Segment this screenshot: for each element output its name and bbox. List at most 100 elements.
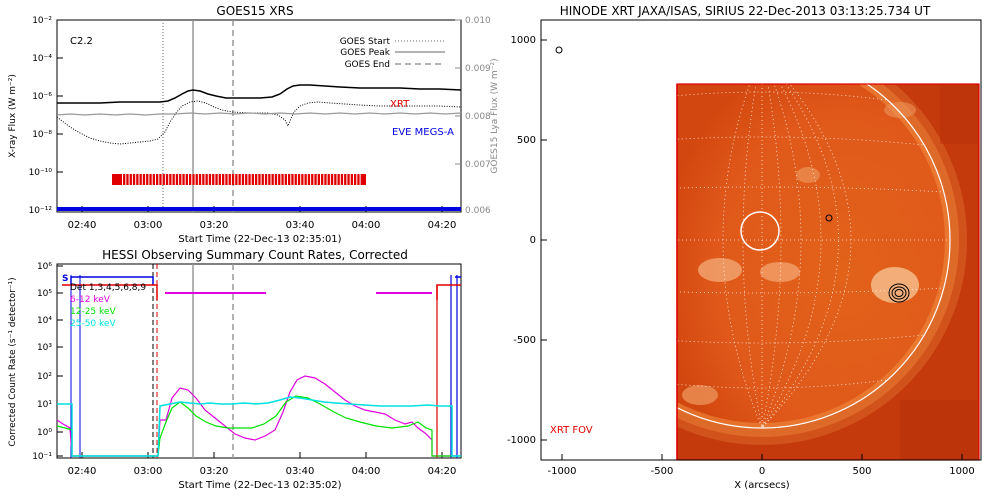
goes-xtick: 04:20 xyxy=(428,220,457,231)
xrt-exposure-gap xyxy=(128,174,130,185)
xrt-yaxis: 1000 500 0 -500 -1000 xyxy=(507,35,547,446)
goes-xtick: 03:20 xyxy=(200,220,229,231)
xrt-xtick: 1000 xyxy=(949,466,974,477)
xrt-exposure-gap xyxy=(178,174,180,185)
hessi-ytick: 10⁴ xyxy=(37,316,52,326)
xrt-exposure-gap xyxy=(349,174,351,185)
goes-class-label: C2.2 xyxy=(70,36,93,47)
xrt-exposure-gap xyxy=(244,174,246,185)
hessi-plot-frame xyxy=(56,263,462,459)
goes-xtick: 04:00 xyxy=(352,220,381,231)
xrt-exposure-gap xyxy=(194,174,196,185)
xrt-exposure-gap xyxy=(293,174,295,185)
xrt-exposure-gap xyxy=(214,174,216,185)
xrt-small-circle-marker xyxy=(555,46,563,54)
goes-xtick: 03:40 xyxy=(286,220,315,231)
xrt-exposure-gap xyxy=(343,174,345,185)
xrt-exposure-gap xyxy=(211,174,213,185)
hessi-band-label-2: 25-50 keV xyxy=(70,319,116,329)
xrt-exposure-gap xyxy=(204,174,206,185)
goes-ytick: 10⁻² xyxy=(32,16,52,26)
xrt-exposure-gap xyxy=(201,174,203,185)
xrt-xaxis: -1000 -500 0 500 1000 X (arcsecs) xyxy=(547,454,975,491)
xrt-exposure-gap xyxy=(273,174,275,185)
xrt-exposure-gap xyxy=(260,174,262,185)
xrt-exposure-gap xyxy=(267,174,269,185)
xrt-exposure-gap xyxy=(247,174,249,185)
xrt-exposure-gap xyxy=(310,174,312,185)
hessi-ytick: 10⁵ xyxy=(37,289,52,299)
xrt-image xyxy=(677,84,979,460)
xrt-exposure-gap xyxy=(320,174,321,185)
xrt-title: HINODE XRT JAXA/ISAS, SIRIUS 22-Dec-2013… xyxy=(560,4,931,18)
xrt-exposure-gap xyxy=(323,174,325,185)
goes-ytick: 10⁻⁸ xyxy=(32,130,52,140)
xrt-exposure-gap xyxy=(303,174,305,185)
xrt-exposure-gap xyxy=(197,174,199,185)
hessi-xtick: 04:20 xyxy=(428,466,457,477)
xrt-exposure-gap xyxy=(151,174,153,185)
hessi-detector-label: Det 1,3,4,5,6,8,9 xyxy=(70,283,146,293)
goes-ytick: 10⁻¹⁰ xyxy=(29,168,53,178)
xrt-ytick: 0 xyxy=(530,235,536,246)
hessi-ytick: 10¹ xyxy=(37,400,52,410)
xrt-exposure-gap xyxy=(221,174,222,185)
xrt-exposure-gap xyxy=(181,174,183,185)
xrt-exposure-gap xyxy=(224,174,226,185)
hessi-ytick: 10² xyxy=(37,372,52,382)
xrt-exposure-gap xyxy=(174,174,176,185)
xrt-exposure-gap xyxy=(125,174,127,185)
xrt-exposure-gap xyxy=(290,174,292,185)
xrt-fov-label: XRT FOV xyxy=(550,425,593,436)
xrt-exposure-gap xyxy=(306,174,308,185)
hessi-title: HESSI Observing Summary Count Rates, Cor… xyxy=(102,248,408,262)
xrt-exposure-gap xyxy=(131,174,133,185)
hessi-xtick: 04:00 xyxy=(352,466,381,477)
goes-panel: GOES15 XRS C2.2 10⁻² 10⁻⁴ 10⁻⁶ 10⁻⁸ 10⁻¹… xyxy=(8,4,500,245)
xrt-exposure-gap xyxy=(329,174,331,185)
goes-eve-label: EVE MEGS-A xyxy=(392,127,454,138)
goes-lya-curve xyxy=(56,112,462,116)
xrt-exposure-gap xyxy=(184,174,186,185)
goes-xrt-observation-bar xyxy=(112,174,366,185)
goes-legend: GOES Start GOES Peak GOES End xyxy=(340,37,445,70)
xrt-exposure-gap xyxy=(296,174,298,185)
goes-ylabel: X-ray Flux (W m⁻²) xyxy=(8,74,18,158)
legend-peak-label: GOES Peak xyxy=(340,48,390,58)
goes-xtick: 03:00 xyxy=(134,220,163,231)
hessi-ytick: 10³ xyxy=(37,343,52,353)
xrt-exposure-gap xyxy=(356,174,358,185)
hessi-6-12-kev-curve xyxy=(56,375,461,457)
hessi-xtick: 03:00 xyxy=(134,466,163,477)
goes-ylabel-right: GOES15 Lya Flux (W m⁻²) xyxy=(490,58,500,173)
xrt-exposure-gap xyxy=(135,174,137,185)
xrt-xtick: 500 xyxy=(852,466,871,477)
xrt-exposure-gap xyxy=(277,174,279,185)
goes-ytick-right: 0.008 xyxy=(465,112,491,122)
xrt-exposure-gap xyxy=(237,174,239,185)
xrt-exposure-gap xyxy=(207,174,209,185)
xrt-exposure-gap xyxy=(263,174,265,185)
xrt-exposure-gap xyxy=(141,174,143,185)
xrt-exposure-gap xyxy=(145,174,147,185)
legend-end-label: GOES End xyxy=(345,60,390,70)
hessi-attenuator-bar-left xyxy=(62,284,158,300)
xrt-exposure-gap xyxy=(250,174,252,185)
goes-yaxis: 10⁻² 10⁻⁴ 10⁻⁶ 10⁻⁸ 10⁻¹⁰ 10⁻¹² X-ray Fl… xyxy=(8,16,63,216)
goes-ytick-right: 0.009 xyxy=(465,64,491,74)
goes-ytick: 10⁻⁴ xyxy=(32,54,52,64)
xrt-exposure-gap xyxy=(191,174,193,185)
hessi-xtick: 03:20 xyxy=(200,466,229,477)
xrt-exposure-gap xyxy=(148,174,150,185)
xrt-exposure-gap xyxy=(280,174,282,185)
goes-eve-observation-bar xyxy=(57,207,461,211)
xrt-exposure-gap xyxy=(333,174,335,185)
hessi-attenuator-bar-right xyxy=(436,284,461,300)
hessi-ytick: 10⁰ xyxy=(37,428,52,438)
xrt-exposure-gap xyxy=(234,174,236,185)
goes-ytick-right: 0.007 xyxy=(465,160,491,170)
goes-ytick-right: 0.010 xyxy=(465,16,491,26)
xrt-exposure-gap xyxy=(326,174,328,185)
hessi-25-50-kev-curve xyxy=(57,396,461,457)
